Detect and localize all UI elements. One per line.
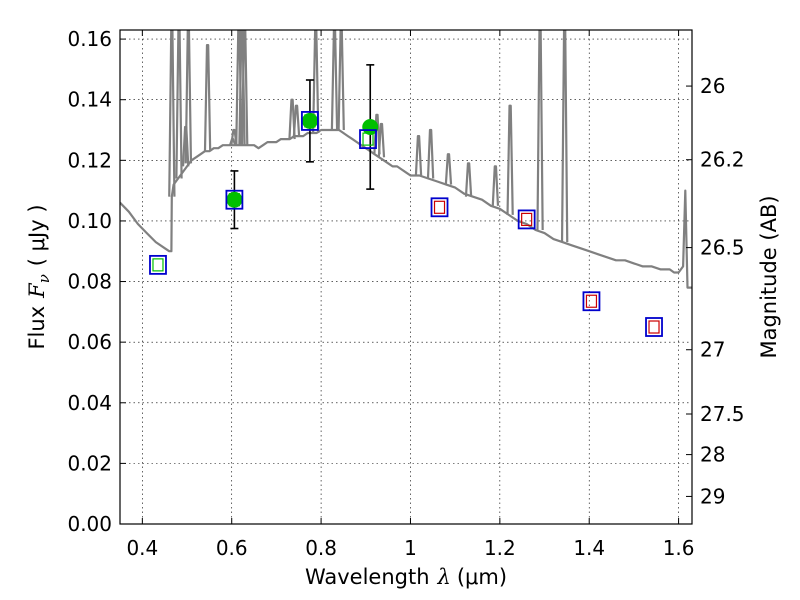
emission-line-spike [464, 162, 473, 197]
inner-marker-square [585, 294, 598, 308]
emission-line-spike [444, 153, 453, 185]
mag-tick-label: 28 [700, 443, 725, 467]
y-tick-label: 0.12 [67, 148, 112, 172]
emission-line-spike [536, 30, 544, 231]
x-tick-label: 0.4 [126, 536, 158, 560]
emission-line-spike [184, 30, 193, 164]
x-tick-label: 0.6 [216, 536, 248, 560]
x-tick-label: 1 [404, 536, 417, 560]
mag-tick-label: 27.5 [700, 402, 745, 426]
inner-marker-square [433, 200, 446, 214]
emission-line-spike [203, 44, 212, 152]
observed-photometry-point [301, 112, 318, 129]
emission-line-spike [168, 30, 176, 197]
synthetic-photometry-square [645, 317, 663, 337]
emission-line-spike [292, 104, 301, 137]
x-tick-label: 1.4 [573, 536, 605, 560]
synthetic-photometry-square [430, 197, 449, 218]
emission-line-spike [337, 30, 345, 131]
y-tick-label: 0.10 [67, 209, 112, 233]
synthetic-photometry-square [225, 189, 244, 210]
emission-line-spike [377, 122, 386, 158]
y-tick-label: 0.06 [67, 330, 112, 354]
y-tick-label: 0.16 [67, 27, 112, 51]
y-axis-label: FluxFν( μJy ) [25, 204, 53, 349]
emission-line-spike [288, 98, 296, 140]
emission-line-spike [560, 30, 569, 243]
x-tick-label: 1.2 [484, 536, 516, 560]
inner-marker-square [362, 132, 374, 146]
emission-line-spike [330, 30, 339, 131]
emission-line-spike [312, 30, 320, 134]
emission-line-spike [506, 104, 514, 215]
emission-line-spike [426, 128, 435, 179]
y-tick-label: 0.00 [67, 512, 112, 536]
mag-tick-label: 26.5 [700, 236, 745, 260]
inner-marker-square [304, 114, 316, 128]
markers-layer [149, 64, 663, 337]
inner-marker-square [228, 193, 240, 207]
sed-continuum-line [120, 128, 692, 289]
x-tick-label: 1.6 [663, 536, 695, 560]
mag-tick-label: 26 [700, 74, 725, 98]
mag-tick-label: 26.2 [700, 148, 745, 172]
observed-photometry-point [226, 191, 243, 208]
emission-line-spike [240, 30, 249, 146]
x-tick-label: 0.8 [305, 536, 337, 560]
inner-marker-square [648, 320, 660, 334]
synthetic-photometry-square [149, 254, 167, 275]
synthetic-photometry-square [359, 129, 377, 150]
emission-line-spike [491, 165, 500, 206]
y-tick-label: 0.04 [67, 391, 112, 415]
tick-layer: 0.4 0.6 0.8 1 1.2 1.4 1.6 0.00 0.02 0.04 0.06 0.08 0… [67, 27, 744, 560]
y2-axis-label: Magnitude (AB) [757, 195, 781, 358]
synthetic-photometry-square [582, 291, 601, 312]
mag-tick-label: 27 [700, 338, 725, 362]
y-tick-label: 0.02 [67, 451, 112, 475]
inner-marker-square [521, 212, 533, 227]
synthetic-photometry-square [301, 111, 319, 131]
inner-marker-square [152, 258, 164, 272]
synthetic-photometry-square [517, 209, 536, 230]
mag-tick-label: 29 [700, 484, 725, 508]
y-tick-label: 0.14 [67, 88, 112, 112]
emission-line-spike [414, 134, 423, 176]
plot-frame [119, 29, 693, 525]
series-layer [120, 30, 692, 289]
x-axis-label: Wavelength λ (μm) [305, 565, 507, 589]
emission-line-spike [175, 30, 183, 179]
y-tick-label: 0.08 [67, 270, 112, 294]
